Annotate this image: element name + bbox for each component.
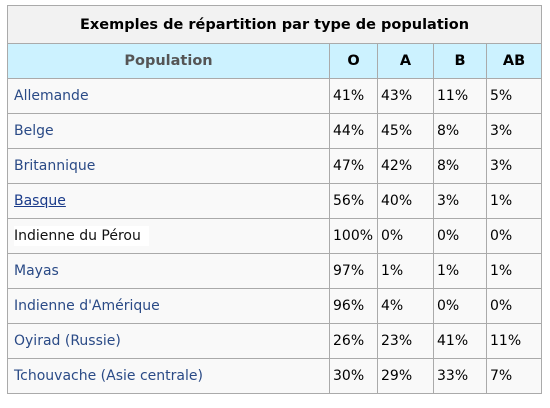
- column-header-ab: AB: [485, 43, 543, 79]
- population-cell: Indienne d'Amérique: [7, 288, 330, 324]
- value-cell-b: 1%: [433, 253, 487, 289]
- population-cell: Tchouvache (Asie centrale): [7, 358, 330, 394]
- blood-group-table-container: Exemples de répartition par type de popu…: [6, 5, 543, 394]
- value-cell-b: 41%: [433, 323, 487, 359]
- value-cell-a: 23%: [377, 323, 434, 359]
- table-row: Allemande 41% 43% 11% 5%: [7, 78, 543, 114]
- population-name: Oyirad (Russie): [14, 333, 121, 349]
- value-cell-a: 45%: [377, 113, 434, 149]
- value-cell-b: 0%: [433, 218, 487, 254]
- value-cell-a: 1%: [377, 253, 434, 289]
- table-caption: Exemples de répartition par type de popu…: [6, 5, 543, 44]
- population-link[interactable]: Basque: [14, 193, 66, 209]
- value-cell-o: 41%: [329, 78, 378, 114]
- table-row: Oyirad (Russie) 26% 23% 41% 11%: [7, 323, 543, 359]
- population-name: Indienne d'Amérique: [14, 298, 160, 314]
- population-cell: Oyirad (Russie): [7, 323, 330, 359]
- value-cell-ab: 1%: [485, 253, 543, 289]
- table-caption-row: Exemples de répartition par type de popu…: [6, 5, 543, 44]
- population-cell: Allemande: [7, 78, 330, 114]
- table-row: Belge 44% 45% 8% 3%: [7, 113, 543, 149]
- value-cell-a: 0%: [377, 218, 434, 254]
- value-cell-b: 3%: [433, 183, 487, 219]
- value-cell-a: 40%: [377, 183, 434, 219]
- population-name: Belge: [14, 123, 54, 139]
- value-cell-a: 42%: [377, 148, 434, 184]
- value-cell-b: 0%: [433, 288, 487, 324]
- table-row: Mayas 97% 1% 1% 1%: [7, 253, 543, 289]
- table-row: Indienne d'Amérique 96% 4% 0% 0%: [7, 288, 543, 324]
- value-cell-b: 8%: [433, 113, 487, 149]
- value-cell-ab: 11%: [485, 323, 543, 359]
- value-cell-o: 47%: [329, 148, 378, 184]
- value-cell-o: 96%: [329, 288, 378, 324]
- population-cell[interactable]: Basque: [7, 183, 330, 219]
- value-cell-a: 43%: [377, 78, 434, 114]
- value-cell-b: 33%: [433, 358, 487, 394]
- value-cell-ab: 3%: [485, 113, 543, 149]
- table-row: Tchouvache (Asie centrale) 30% 29% 33% 7%: [7, 358, 543, 394]
- value-cell-o: 26%: [329, 323, 378, 359]
- column-header-population: Population: [7, 43, 330, 79]
- blood-group-distribution-table: Exemples de répartition par type de popu…: [6, 5, 543, 394]
- population-name: Britannique: [14, 158, 96, 174]
- value-cell-o: 100%: [329, 218, 378, 254]
- population-name: Indienne du Pérou: [14, 226, 149, 246]
- value-cell-o: 56%: [329, 183, 378, 219]
- value-cell-b: 11%: [433, 78, 487, 114]
- value-cell-ab: 0%: [485, 288, 543, 324]
- table-row: Basque 56% 40% 3% 1%: [7, 183, 543, 219]
- population-cell: Belge: [7, 113, 330, 149]
- population-cell: Mayas: [7, 253, 330, 289]
- value-cell-a: 4%: [377, 288, 434, 324]
- value-cell-ab: 7%: [485, 358, 543, 394]
- table-body: Allemande 41% 43% 11% 5% Belge 44% 45% 8% 3% Brita…: [7, 78, 543, 394]
- population-cell: Britannique: [7, 148, 330, 184]
- population-name: Mayas: [14, 263, 59, 279]
- value-cell-a: 29%: [377, 358, 434, 394]
- table-row: Indienne du Pérou 100% 0% 0% 0%: [7, 218, 543, 254]
- column-header-o: O: [329, 43, 378, 79]
- value-cell-ab: 1%: [485, 183, 543, 219]
- table-row: Britannique 47% 42% 8% 3%: [7, 148, 543, 184]
- population-cell: Indienne du Pérou: [7, 218, 330, 254]
- value-cell-b: 8%: [433, 148, 487, 184]
- value-cell-ab: 5%: [485, 78, 543, 114]
- value-cell-o: 97%: [329, 253, 378, 289]
- value-cell-ab: 3%: [485, 148, 543, 184]
- table-header-row: Population O A B AB: [7, 43, 543, 79]
- population-name: Tchouvache (Asie centrale): [14, 368, 203, 384]
- value-cell-o: 44%: [329, 113, 378, 149]
- column-header-b: B: [433, 43, 487, 79]
- value-cell-o: 30%: [329, 358, 378, 394]
- column-header-a: A: [377, 43, 434, 79]
- value-cell-ab: 0%: [485, 218, 543, 254]
- population-name: Allemande: [14, 88, 89, 104]
